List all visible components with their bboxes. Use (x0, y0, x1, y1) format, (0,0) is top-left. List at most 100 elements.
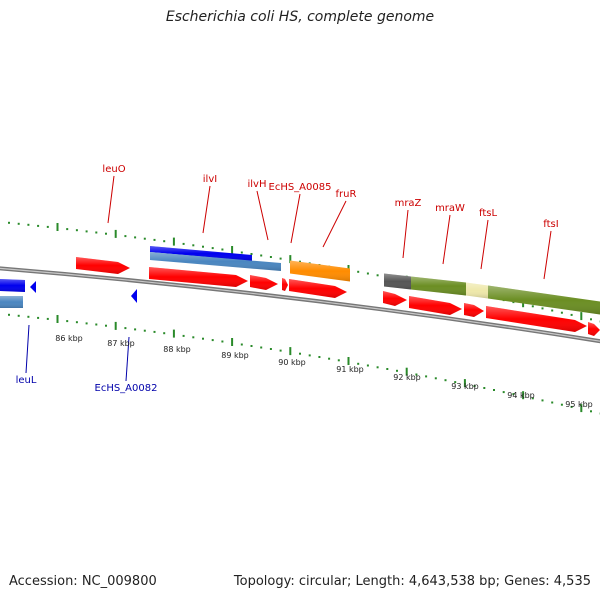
lower-tick (46, 317, 49, 320)
upper-tick (17, 222, 20, 225)
upper-tick (8, 221, 10, 224)
upper-tick (570, 313, 573, 316)
upper-tick (299, 260, 301, 263)
leader-leul (25, 324, 30, 374)
lower-tick (182, 334, 185, 337)
leader-ilvh (256, 190, 269, 241)
upper-tick (221, 248, 224, 251)
upper-tick (240, 251, 243, 254)
lower-tick (143, 329, 146, 332)
accession-label: Accession: NC_009800 (9, 574, 157, 589)
upper-tick (95, 231, 98, 234)
upper-tick (269, 256, 272, 258)
upper-tick (134, 236, 137, 239)
lower-tick (463, 379, 466, 388)
lower-tick (153, 330, 156, 333)
lower-tick (202, 337, 204, 340)
upper-tick (357, 270, 360, 273)
scale-label: 95 kbp (565, 400, 593, 409)
map-title: Escherichia coli HS, complete genome (165, 9, 435, 25)
upper-tick (37, 224, 40, 227)
upper-tick (231, 246, 234, 254)
lower-tick (56, 315, 59, 323)
upper-tick (590, 318, 592, 321)
lower-tick (114, 321, 117, 330)
leader-frur (322, 200, 347, 248)
scale-label: 87 kbp (107, 339, 135, 348)
lower-tick (396, 369, 398, 372)
gene-label-mraw: mraW (435, 203, 465, 214)
scale-label: 91 kbp (336, 365, 364, 374)
scale-label: 94 kbp (507, 391, 535, 400)
lower-tick (580, 404, 583, 413)
lower-tick (221, 340, 224, 343)
lower-tick (366, 364, 369, 367)
upper-tick (289, 255, 292, 264)
gene-label-ilvh: ilvH (248, 179, 267, 190)
upper-tick (153, 238, 156, 241)
lower-tick (337, 359, 340, 362)
upper-tick (366, 272, 369, 275)
leader-leuo (107, 175, 115, 224)
lower-tick (512, 393, 515, 396)
lower-tick (347, 357, 350, 365)
lower-tick (570, 405, 573, 408)
upper-tick (27, 223, 30, 226)
gene-label-mraz: mraZ (395, 198, 422, 209)
scale-label: 86 kbp (55, 334, 83, 343)
lower-tick (434, 377, 437, 380)
lower-tick (328, 357, 331, 360)
lower-tick (551, 401, 554, 404)
gene-feature-steel-shade (150, 252, 281, 271)
lower-tick (590, 410, 592, 413)
leader-mraw (442, 214, 451, 265)
lower-tick (425, 375, 428, 378)
upper-tick (192, 244, 195, 247)
upper-tick (46, 225, 49, 228)
lower-tick (493, 389, 495, 391)
leader-echs-a0085 (290, 193, 301, 244)
lower-tick (502, 391, 505, 394)
lower-tick (454, 381, 457, 384)
lower-tick (560, 403, 563, 406)
lower-tick (308, 354, 311, 357)
gene-feature-blue-edge-shade (0, 279, 25, 292)
cds-arrow-10-shade (588, 322, 600, 336)
leader-echs-a0082 (125, 336, 130, 382)
gene-label-frur: fruR (336, 189, 357, 200)
upper-tick (124, 235, 127, 238)
gene-feature-orange-shade (290, 260, 350, 282)
lower-tick (444, 379, 447, 382)
lower-tick (172, 329, 175, 338)
scale-label: 88 kbp (163, 345, 191, 354)
gene-label-ftsl: ftsL (479, 208, 497, 219)
upper-tick (143, 237, 146, 240)
lower-tick (541, 399, 544, 402)
lower-tick (8, 313, 10, 316)
cds-arrow-9-shade (486, 306, 587, 332)
scale-label: 93 kbp (451, 382, 479, 391)
genome-backbone (0, 266, 600, 344)
lower-tick (66, 320, 69, 323)
lower-tick (299, 352, 301, 355)
reverse-marker-1 (30, 281, 36, 293)
upper-tick (551, 309, 554, 312)
upper-tick (66, 228, 69, 231)
upper-tick (279, 257, 282, 260)
scale-labels: 86 kbp 87 kbp 88 kbp 89 kbp 90 kbp 91 kbp 92 k… (55, 334, 593, 409)
gene-label-echs-a0085: EcHS_A0085 (269, 182, 332, 193)
lower-tick (405, 367, 408, 376)
scale-label: 92 kbp (393, 373, 421, 382)
lower-tick (522, 391, 525, 400)
gene-feature-yellow-shade (466, 282, 488, 299)
lower-tick (240, 343, 243, 346)
gene-label-leuo: leuO (102, 164, 125, 175)
lower-tick (17, 314, 20, 317)
leader-mraz (402, 209, 409, 259)
lower-tick (415, 373, 418, 376)
upper-tick (560, 311, 563, 314)
lower-tick (105, 324, 107, 327)
cds-arrow-4-shade (282, 278, 288, 291)
lower-tick (386, 368, 389, 370)
